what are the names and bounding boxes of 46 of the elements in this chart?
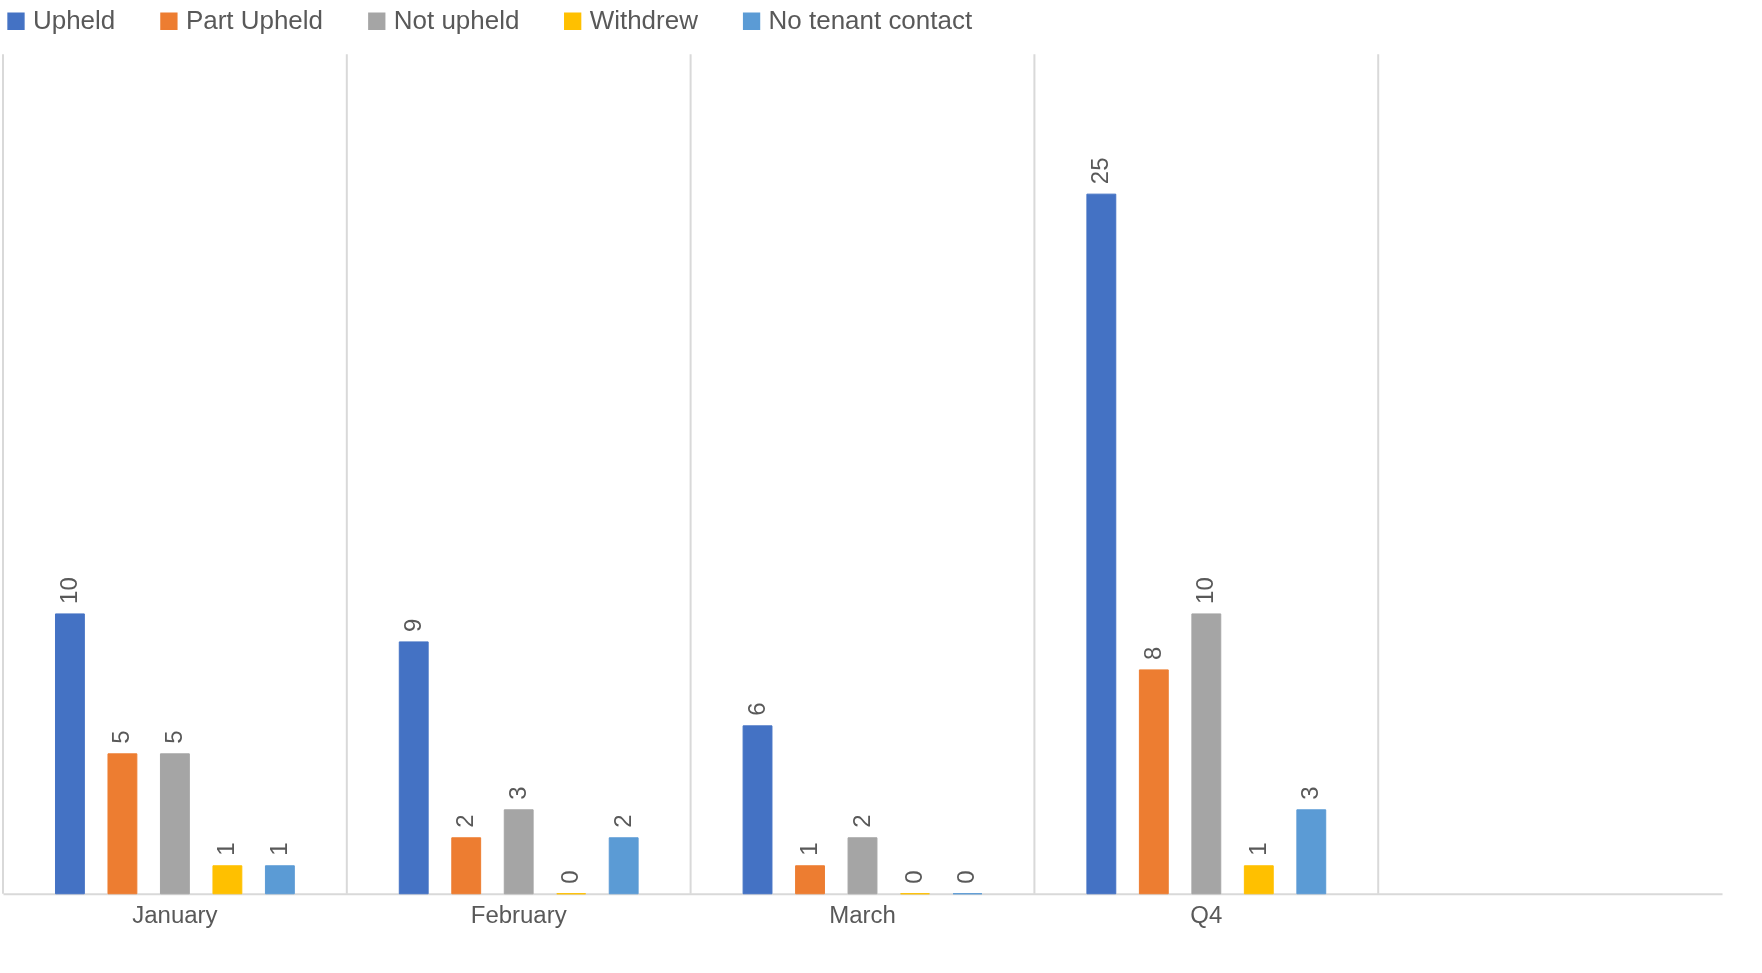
bar (54, 613, 85, 895)
legend-label: Part Upheld (185, 5, 324, 36)
data-label: 5 (107, 730, 135, 744)
bar (608, 837, 639, 895)
x-tick-label: February (470, 901, 567, 929)
legend-label: Upheld (32, 5, 116, 36)
data-label: 1 (264, 842, 292, 856)
data-label: 2 (608, 814, 636, 828)
data-label: 0 (952, 870, 980, 884)
legend-label: No tenant contact (768, 5, 973, 36)
bar (1243, 865, 1274, 895)
bar (1086, 193, 1117, 895)
data-label: 6 (742, 702, 770, 716)
bar (503, 809, 534, 895)
legend-label: Withdrew (589, 5, 699, 36)
data-label: 8 (1138, 646, 1166, 660)
data-label: 2 (451, 814, 479, 828)
x-tick-label: March (829, 901, 896, 929)
bar (212, 865, 243, 895)
data-label: 1 (795, 842, 823, 856)
data-label: 0 (900, 870, 927, 884)
data-label: 0 (556, 870, 584, 884)
data-label: 10 (1191, 577, 1219, 604)
bar (1191, 613, 1222, 895)
bar (159, 753, 190, 895)
data-label: 5 (159, 730, 187, 744)
data-label: 1 (1243, 842, 1271, 856)
bar (398, 641, 429, 895)
data-label: 3 (503, 786, 531, 800)
bar (742, 725, 773, 895)
bar (1296, 809, 1327, 895)
bar (107, 753, 138, 895)
data-label: 1 (212, 842, 240, 856)
bar (1138, 669, 1169, 895)
data-label: 2 (847, 814, 875, 828)
data-label: 10 (54, 577, 82, 604)
data-label: 25 (1086, 157, 1114, 185)
data-label: 9 (398, 618, 426, 632)
bar (795, 865, 825, 895)
data-label: 3 (1296, 786, 1324, 800)
bar (847, 837, 878, 895)
x-tick-label: January (132, 901, 218, 929)
bar (264, 865, 295, 895)
bar (451, 837, 482, 895)
legend-label: Not upheld (393, 5, 520, 36)
x-tick-label: Q4 (1190, 901, 1223, 929)
